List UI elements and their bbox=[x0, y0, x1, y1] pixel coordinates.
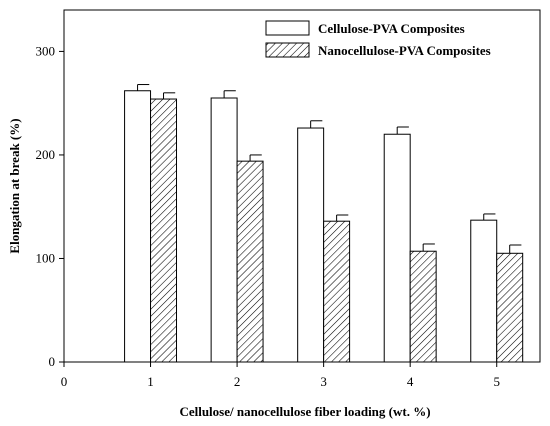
y-tick-label: 0 bbox=[49, 354, 56, 369]
y-axis: 0 100 200 300 bbox=[36, 43, 64, 369]
bar-cellulose bbox=[470, 219, 498, 363]
y-tick-label: 200 bbox=[36, 147, 56, 162]
x-tick-label: 0 bbox=[61, 374, 68, 389]
x-axis-title: Cellulose/ nanocellulose fiber loading (… bbox=[179, 404, 430, 419]
y-tick-label: 100 bbox=[36, 250, 56, 265]
y-axis-title: Elongation at break (%) bbox=[7, 118, 22, 253]
bar-cellulose bbox=[124, 90, 152, 363]
bar-series bbox=[124, 84, 524, 363]
x-axis: 0 1 2 3 4 5 bbox=[61, 362, 500, 389]
legend: Cellulose-PVA Composites Nanocellulose-P… bbox=[265, 20, 491, 58]
x-tick-label: 1 bbox=[147, 374, 154, 389]
bar-cellulose bbox=[383, 133, 411, 363]
bar-nanocellulose bbox=[150, 98, 178, 363]
x-tick-label: 3 bbox=[320, 374, 327, 389]
bar-nanocellulose bbox=[409, 250, 437, 363]
bar-cellulose bbox=[210, 97, 238, 363]
legend-label-nanocellulose: Nanocellulose-PVA Composites bbox=[318, 43, 491, 58]
legend-label-cellulose: Cellulose-PVA Composites bbox=[318, 21, 465, 36]
legend-swatch-cellulose bbox=[265, 20, 310, 36]
bar-cellulose bbox=[297, 127, 325, 363]
x-tick-label: 5 bbox=[493, 374, 500, 389]
bar-nanocellulose bbox=[236, 160, 264, 363]
x-tick-label: 2 bbox=[234, 374, 241, 389]
bar-nanocellulose bbox=[496, 252, 524, 363]
x-tick-label: 4 bbox=[407, 374, 414, 389]
y-tick-label: 300 bbox=[36, 43, 56, 58]
bar-nanocellulose bbox=[323, 220, 351, 363]
legend-swatch-nanocellulose bbox=[265, 42, 310, 58]
